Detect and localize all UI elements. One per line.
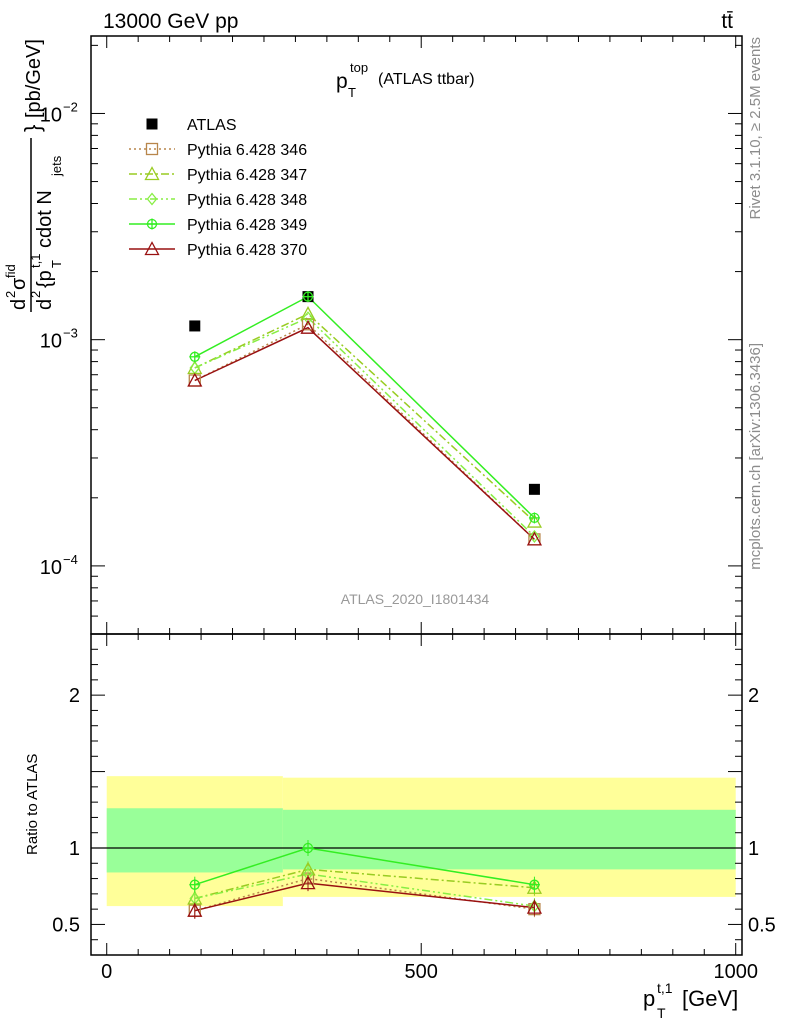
y-tick-exp-1: −3 [63, 326, 78, 341]
title-main: p [336, 70, 348, 93]
main-point-4-0 [189, 351, 201, 363]
ylabel-den-sup: 2 [28, 291, 43, 298]
ylabel-den-rest: cdot N [34, 190, 56, 248]
ratio-point-3-2 [528, 879, 540, 891]
legend-marker-1 [145, 142, 159, 156]
mcplots-label: mcplots.cern.ch [arXiv:1306.3436] [747, 343, 764, 570]
main-point-5-0 [187, 372, 203, 387]
y-tick-exp-0: −4 [63, 552, 78, 567]
legend-label-1: Pythia 6.428 346 [187, 142, 307, 159]
ylabel-den-d: d [34, 299, 56, 310]
x-axis-label: p T t,1 [GeV] [643, 980, 738, 1021]
xlabel-unit: [GeV] [682, 986, 738, 1011]
plot-frames [90, 35, 743, 956]
title-sub: T [348, 85, 356, 100]
ratio-plot-frame [90, 633, 743, 956]
main-point-4-2 [528, 512, 540, 524]
main-point-2-1 [300, 306, 316, 321]
collision-label: 13000 GeV pp [103, 10, 238, 33]
legend-marker-3 [146, 192, 158, 206]
legend-label-2: Pythia 6.428 347 [187, 167, 307, 184]
main-point-5-1 [300, 319, 316, 334]
main-point-4-1 [302, 291, 314, 303]
ratio-point-3-1 [302, 842, 314, 854]
ylabel-den-t-sup: t,1 [28, 254, 43, 268]
x-tick-label-500: 500 [405, 961, 438, 983]
ratio-y-tick-label-0.5: 0.5 [52, 914, 80, 936]
ratio-point-4-1 [300, 875, 316, 890]
main-series-line-2 [194, 313, 535, 523]
ratio-y-tick-label-right-2: 2 [748, 685, 759, 707]
ylabel-close-brace: } [20, 125, 45, 132]
main-series-line-3 [194, 316, 535, 537]
y-tick-label-2: 10 [40, 104, 62, 126]
xlabel-sub: T [657, 1005, 666, 1021]
legend-marker-2 [144, 166, 160, 181]
main-series-line-5 [194, 326, 535, 540]
ratio-y-tick-label-2: 2 [69, 685, 80, 707]
legend-label-3: Pythia 6.428 348 [187, 192, 307, 209]
legend-label-4: Pythia 6.428 349 [187, 217, 307, 234]
ylabel-num-sup: 2 [3, 291, 18, 298]
legend: ATLAS Pythia 6.428 346 Pythia 6.428 347 Pyt… [129, 117, 307, 259]
ratio-point-4-0 [187, 902, 203, 917]
plot-title: p top T (ATLAS ttbar) [336, 60, 475, 100]
ylabel-den-t: T [49, 260, 64, 268]
title-sup: top [350, 60, 368, 75]
ylabel-num-sigma-sup: fid [3, 264, 18, 278]
legend-marker-4 [146, 218, 158, 230]
ylabel-den-jets: jets [49, 155, 64, 177]
series-markers [187, 291, 543, 919]
ratio-y-tick-label-1: 1 [69, 838, 80, 860]
ratio-y-tick-label-right-1: 1 [748, 838, 759, 860]
main-point-5-2 [526, 531, 543, 546]
legend-label-0: ATLAS [187, 117, 237, 134]
title-rest: (ATLAS ttbar) [378, 71, 475, 88]
y-tick-label-1: 10 [40, 331, 62, 353]
xlabel-main: p [643, 986, 655, 1011]
rivet-version-label: Rivet 3.1.10, ≥ 2.5M events [747, 37, 764, 220]
ratio-series-line-2 [194, 873, 535, 907]
legend-marker-0 [146, 118, 158, 130]
ratio-point-4-2 [526, 899, 543, 914]
y-tick-label-0: 10 [40, 557, 62, 579]
uncertainty-bands [91, 776, 742, 907]
axis-ticks [91, 36, 742, 956]
main-series-line-4 [194, 295, 535, 519]
xlabel-sup: t,1 [657, 980, 673, 996]
y-tick-exp-2: −2 [63, 99, 78, 114]
main-point-0-2 [528, 483, 540, 495]
ylabel-num-sigma: σ [8, 277, 30, 290]
green-band-0 [106, 808, 283, 873]
ratio-y-tick-label-right-0.5: 0.5 [748, 914, 776, 936]
legend-label-5: Pythia 6.428 370 [187, 242, 307, 259]
ylabel-unit: [pb/GeV] [23, 39, 45, 118]
process-label: tt̄ [721, 10, 733, 33]
ylabel-den-brace: {p [34, 270, 56, 288]
analysis-watermark: ATLAS_2020_I1801434 [341, 591, 490, 607]
main-point-3-2 [529, 529, 540, 543]
x-tick-label-1000: 1000 [713, 961, 758, 983]
x-tick-label-0: 0 [101, 961, 112, 983]
ratio-y-axis-label: Ratio to ATLAS [24, 754, 41, 855]
ylabel-num-d: d [8, 299, 30, 310]
legend-marker-5 [144, 241, 160, 256]
main-point-3-1 [302, 311, 314, 325]
main-y-axis-label: d 2 σ fid d 2 {p T t,1 cdot N jets } [pb… [3, 39, 64, 312]
green-band-1 [282, 809, 736, 870]
ratio-point-3-0 [189, 879, 201, 891]
main-point-0-0 [189, 320, 201, 332]
